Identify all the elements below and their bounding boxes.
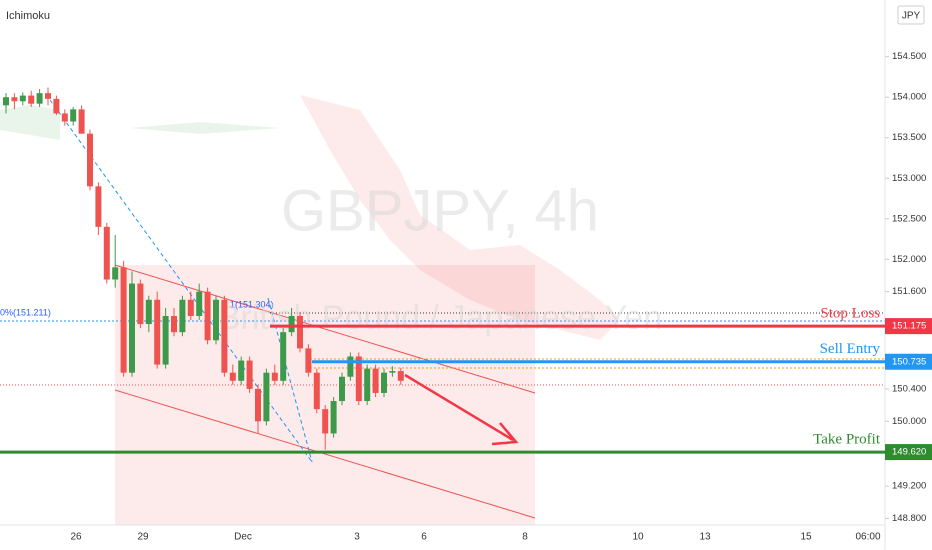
candle-body (389, 371, 396, 373)
x-tick-label: 26 (70, 532, 82, 543)
y-tick-label: 154.000 (892, 92, 926, 103)
candle-body (204, 291, 211, 341)
candle-body (145, 299, 152, 325)
candle-body (129, 283, 135, 373)
candle-body (162, 315, 169, 365)
x-tick-label: 6 (421, 532, 427, 543)
candle-body (381, 372, 387, 393)
candle-body (87, 133, 93, 187)
candle-body (229, 372, 236, 381)
y-tick-label: 148.800 (892, 513, 926, 524)
candle-body (330, 401, 337, 434)
candle-body (19, 95, 26, 102)
candle-body (120, 267, 127, 373)
candle-body (28, 95, 35, 104)
candle-body (372, 368, 379, 393)
level-price: 149.620 (892, 447, 926, 458)
x-tick-label: 8 (522, 532, 528, 543)
candle-body (246, 360, 253, 389)
candle-body (213, 299, 219, 341)
indicator-label: Ichimoku (6, 10, 50, 22)
level-name: Sell Entry (820, 341, 881, 357)
candle-body (364, 368, 371, 402)
candle-body (397, 371, 404, 381)
y-tick-label: 153.500 (892, 132, 926, 143)
candle-body (305, 348, 312, 373)
candle-body (221, 299, 228, 373)
fib-label: 0%(151.211) (0, 307, 51, 317)
candle-body (36, 93, 43, 104)
candle-body (78, 109, 85, 134)
candle-body (103, 226, 110, 280)
candle-body (171, 315, 177, 333)
channel-line (114, 264, 536, 394)
candle-body (137, 283, 144, 325)
candle-body (53, 98, 60, 114)
y-tick-label: 152.000 (892, 254, 926, 265)
level-price-box (885, 353, 932, 370)
candle-body (297, 315, 303, 349)
candle-body (70, 109, 77, 122)
candle-body (112, 267, 119, 280)
candle-body (179, 299, 186, 333)
cloud-red (300, 95, 620, 340)
y-tick-label: 150.000 (892, 416, 926, 427)
x-tick-label: 29 (137, 532, 149, 543)
x-tick-label: 3 (354, 532, 360, 543)
candle-body (347, 356, 354, 377)
candle-body (339, 376, 345, 402)
candle-body (355, 356, 362, 402)
x-tick-label: 10 (632, 532, 644, 543)
x-tick-label: 15 (800, 532, 812, 543)
level-price: 150.735 (892, 356, 926, 367)
candle-body (255, 388, 261, 422)
candle-body (271, 372, 278, 381)
candle-body (187, 299, 194, 316)
level-name: Take Profit (813, 432, 881, 448)
y-tick-label: 149.200 (892, 481, 926, 492)
candle-body (263, 372, 270, 422)
candle-body (61, 113, 68, 122)
level-price-box (885, 444, 932, 461)
currency: JPY (902, 11, 921, 22)
level-price: 151.175 (892, 321, 926, 332)
candle-body (313, 372, 320, 410)
watermark-subtitle: British Pound / Japanese Yen (218, 299, 662, 337)
candle-body (154, 299, 161, 365)
candle-body (280, 332, 287, 381)
candle-body (3, 97, 9, 106)
arrow (404, 373, 514, 442)
level-name: Stop Loss (820, 306, 880, 322)
y-tick-label: 154.500 (892, 51, 926, 62)
level-price-box (885, 318, 932, 335)
channel-line (114, 389, 536, 519)
watermark: GBPJPY, 4h (281, 178, 599, 243)
x-tick-label: 13 (699, 532, 711, 543)
currency-box[interactable] (897, 5, 925, 25)
y-tick-label: 151.600 (892, 286, 926, 297)
candle-body (322, 409, 329, 434)
y-tick-label: 153.000 (892, 173, 926, 184)
candle-body (95, 186, 102, 227)
arrow-head (491, 422, 519, 446)
cloud-green (0, 105, 60, 140)
candle-body (238, 360, 245, 381)
candle-body (45, 93, 51, 99)
y-tick-label: 150.400 (892, 383, 926, 394)
x-tick-label: Dec (234, 532, 252, 543)
cloud-green (130, 122, 280, 134)
x-tick-label: 06:00 (855, 532, 880, 543)
candle-body (196, 291, 203, 316)
y-tick-label: 152.500 (892, 213, 926, 224)
candle-body (11, 97, 18, 102)
candle-body (288, 315, 295, 333)
fib-label: 1(151.304) (230, 299, 274, 309)
